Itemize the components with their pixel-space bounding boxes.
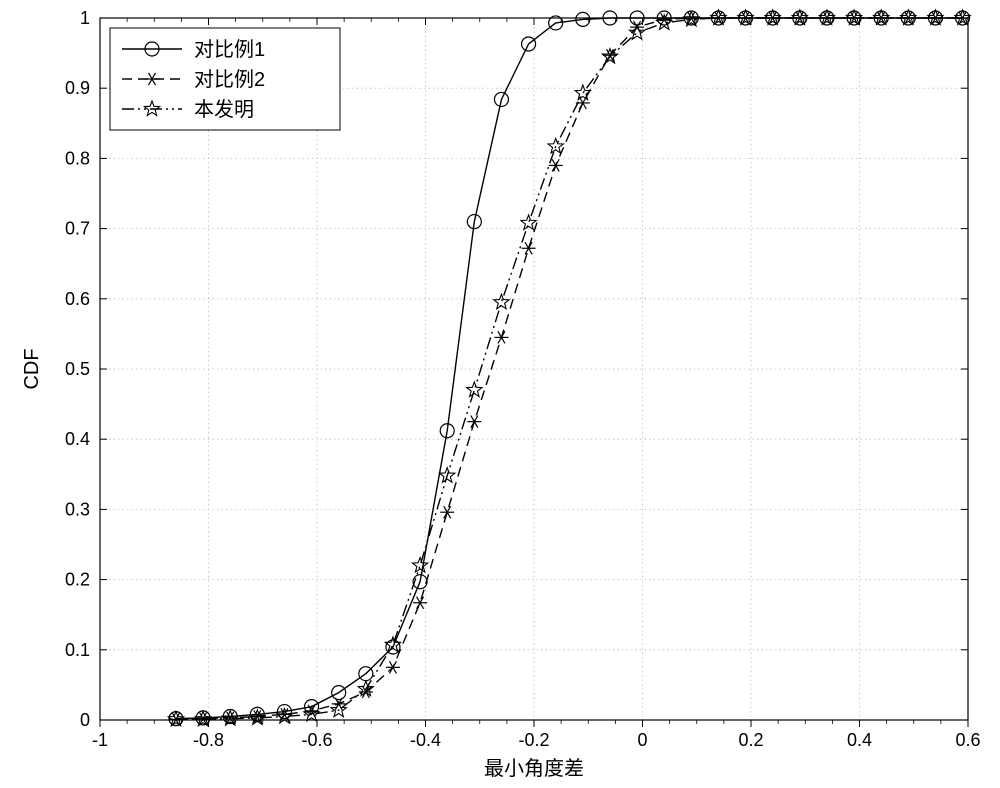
x-tick-label: -1 — [92, 730, 108, 750]
x-tick-label: 0.6 — [955, 730, 980, 750]
star-marker — [412, 558, 427, 572]
x-tick-label: -0.2 — [518, 730, 549, 750]
y-tick-label: 0.5 — [65, 359, 90, 379]
asterisk-marker — [494, 331, 508, 343]
x-tick-label: -0.6 — [301, 730, 332, 750]
asterisk-marker — [440, 506, 454, 518]
legend-label: 对比例1 — [194, 38, 265, 61]
x-tick-label: -0.4 — [410, 730, 441, 750]
y-tick-label: 0.8 — [65, 148, 90, 168]
star-marker — [494, 294, 509, 308]
asterisk-marker — [386, 661, 400, 673]
y-tick-label: 0.1 — [65, 640, 90, 660]
y-tick-label: 0.9 — [65, 78, 90, 98]
asterisk-marker — [522, 242, 536, 254]
y-axis-label: CDF — [21, 348, 43, 389]
asterisk-marker — [413, 597, 427, 609]
star-marker — [548, 138, 563, 152]
y-tick-label: 0.2 — [65, 570, 90, 590]
y-tick-label: 0.3 — [65, 499, 90, 519]
x-tick-label: 0 — [637, 730, 647, 750]
star-marker — [385, 637, 400, 651]
legend-label: 本发明 — [194, 98, 254, 121]
y-tick-label: 1 — [80, 8, 90, 28]
x-axis-label: 最小角度差 — [484, 757, 584, 780]
asterisk-marker — [467, 416, 481, 428]
x-tick-label: 0.2 — [738, 730, 763, 750]
cdf-chart: -1 -0.8 -0.6 -0.4 -0.2 0 0.2 0.4 0.6 0 0.1 0.2 0.3 0.… — [0, 0, 1000, 788]
y-tick-label: 0 — [80, 710, 90, 730]
y-tick-label: 0.6 — [65, 289, 90, 309]
legend-label: 对比例2 — [194, 68, 265, 91]
star-marker — [467, 382, 482, 396]
y-tick-label: 0.4 — [65, 429, 90, 449]
star-marker — [657, 15, 672, 29]
x-tick-label: -0.8 — [193, 730, 224, 750]
y-tick-label: 0.7 — [65, 219, 90, 239]
x-tick-label: 0.4 — [847, 730, 872, 750]
